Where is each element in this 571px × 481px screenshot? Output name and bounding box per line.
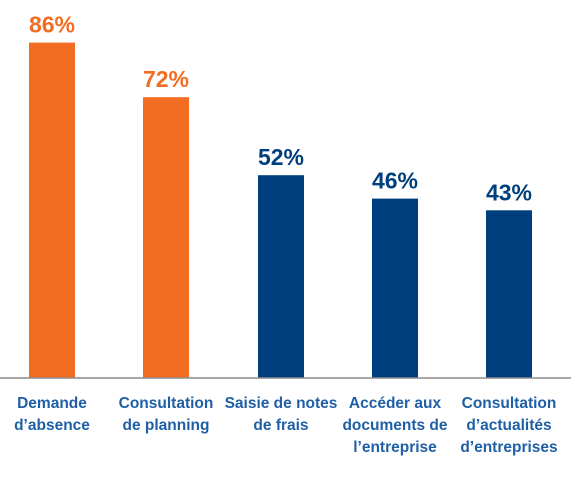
category-label-line: d’actualités xyxy=(466,417,551,434)
category-label-4: Accéder aux documents de l’entreprise xyxy=(342,395,447,456)
value-labels-group: 86% 72% 52% 46% 43% xyxy=(29,12,532,206)
category-label-line: d’absence xyxy=(14,417,90,434)
category-labels-group: Demande d’absence Consultation de planning S… xyxy=(14,395,558,456)
category-label-line: documents de xyxy=(342,417,447,434)
bar-5 xyxy=(486,210,532,378)
value-label-5: 43% xyxy=(486,179,532,205)
category-label-line: l’entreprise xyxy=(353,439,437,456)
category-label-line: Accéder aux xyxy=(349,395,442,412)
category-label-5: Consultation d’actualités d’entreprises xyxy=(460,395,557,456)
value-label-4: 46% xyxy=(372,168,418,194)
value-label-1: 86% xyxy=(29,12,75,38)
category-label-line: de planning xyxy=(123,417,210,434)
category-label-3: Saisie de notes de frais xyxy=(225,395,338,434)
category-label-1: Demande d’absence xyxy=(14,395,90,434)
category-label-2: Consultation de planning xyxy=(119,395,214,434)
value-label-3: 52% xyxy=(258,144,304,170)
bars-group xyxy=(29,42,532,378)
bar-2 xyxy=(143,97,189,378)
value-label-2: 72% xyxy=(143,66,189,92)
category-label-line: Saisie de notes xyxy=(225,395,338,412)
category-label-line: Consultation xyxy=(119,395,214,412)
bar-4 xyxy=(372,198,418,378)
category-label-line: Demande xyxy=(17,395,87,412)
category-label-line: d’entreprises xyxy=(460,439,557,456)
bar-1 xyxy=(29,42,75,378)
bar-3 xyxy=(258,175,304,378)
category-label-line: Consultation xyxy=(462,395,557,412)
category-label-line: de frais xyxy=(253,417,308,434)
